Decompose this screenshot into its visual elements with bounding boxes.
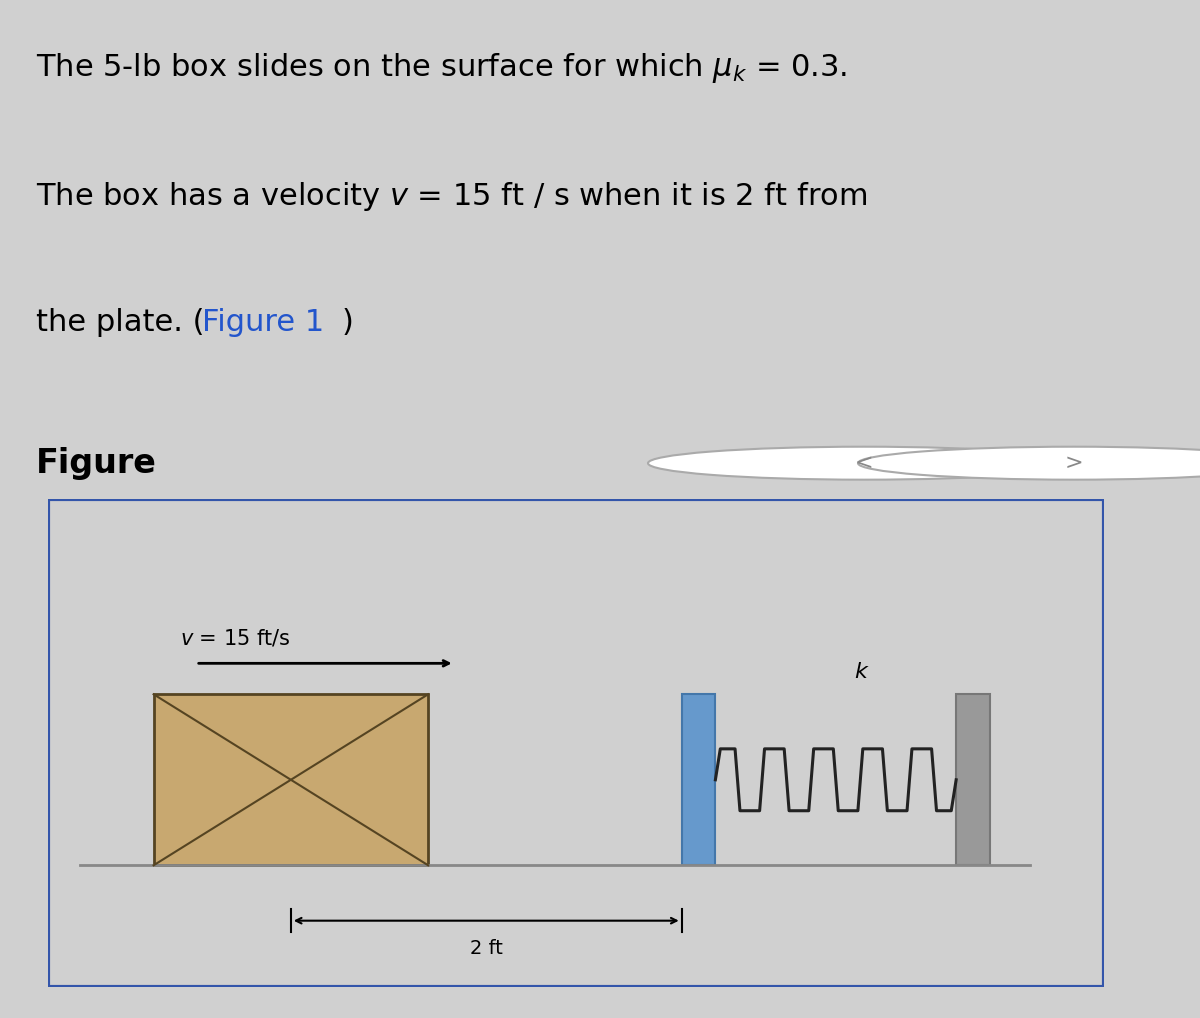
Text: The box has a velocity $v$ = 15 ft / s when it is 2 ft from: The box has a velocity $v$ = 15 ft / s w… [36, 179, 868, 213]
Text: $v$ = 15 ft/s: $v$ = 15 ft/s [180, 628, 290, 648]
Circle shape [648, 447, 1080, 479]
Text: ): ) [342, 307, 354, 337]
Bar [154, 694, 428, 865]
Circle shape [858, 447, 1200, 479]
Text: The 5-lb box slides on the surface for which $\mu_k$ = 0.3.: The 5-lb box slides on the surface for w… [36, 51, 847, 86]
Text: the plate. (: the plate. ( [36, 307, 204, 337]
Bar [682, 694, 715, 865]
Text: k: k [854, 662, 868, 682]
Text: <: < [854, 453, 874, 473]
Text: Figure 1: Figure 1 [202, 307, 324, 337]
Text: >: > [1064, 453, 1084, 473]
Text: 2 ft: 2 ft [470, 939, 503, 958]
Text: 1 of 1: 1 of 1 [924, 451, 996, 475]
Bar [956, 694, 990, 865]
Text: Figure: Figure [36, 447, 157, 479]
